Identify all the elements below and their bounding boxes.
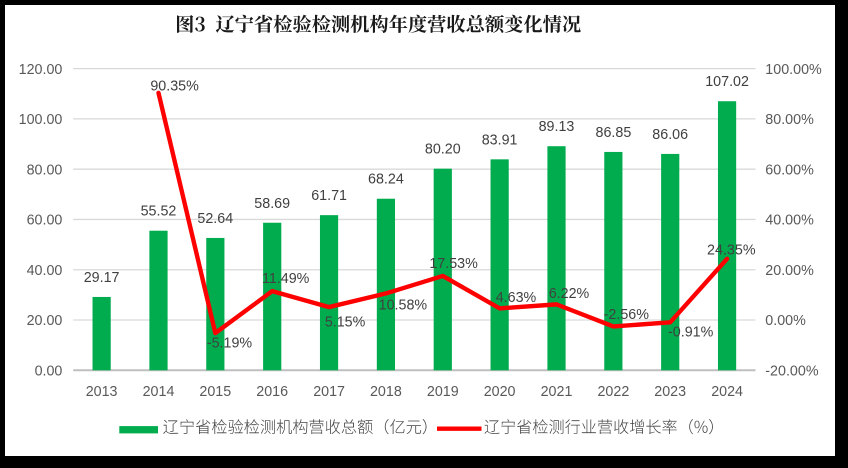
- svg-text:11.49%: 11.49%: [262, 271, 310, 287]
- svg-text:120.00: 120.00: [19, 62, 63, 78]
- svg-text:86.85: 86.85: [596, 125, 632, 141]
- svg-text:55.52: 55.52: [141, 204, 177, 220]
- svg-text:10.58%: 10.58%: [379, 297, 428, 313]
- svg-text:80.00%: 80.00%: [765, 112, 814, 128]
- svg-text:2021: 2021: [541, 384, 573, 400]
- svg-text:90.35%: 90.35%: [150, 79, 199, 95]
- svg-text:83.91: 83.91: [482, 132, 518, 148]
- svg-text:58.69: 58.69: [254, 196, 290, 212]
- svg-text:100.00: 100.00: [19, 112, 63, 128]
- svg-text:2018: 2018: [370, 384, 402, 400]
- svg-text:80.20: 80.20: [425, 142, 461, 158]
- svg-text:2024: 2024: [711, 384, 743, 400]
- svg-text:-0.91%: -0.91%: [668, 325, 714, 341]
- svg-text:20.00: 20.00: [27, 313, 63, 329]
- svg-text:2013: 2013: [86, 384, 118, 400]
- svg-text:0.00%: 0.00%: [765, 313, 806, 329]
- svg-text:40.00%: 40.00%: [765, 213, 814, 229]
- svg-text:0.00: 0.00: [35, 364, 63, 380]
- svg-text:2022: 2022: [597, 384, 629, 400]
- svg-text:40.00: 40.00: [27, 263, 63, 279]
- svg-text:80.00: 80.00: [27, 162, 63, 178]
- svg-text:17.53%: 17.53%: [429, 256, 478, 272]
- svg-text:2015: 2015: [199, 384, 231, 400]
- svg-text:86.06: 86.06: [652, 127, 688, 143]
- svg-text:60.00%: 60.00%: [765, 162, 814, 178]
- svg-text:2023: 2023: [654, 384, 686, 400]
- svg-text:61.71: 61.71: [311, 188, 347, 204]
- svg-text:2020: 2020: [484, 384, 516, 400]
- svg-text:60.00: 60.00: [27, 213, 63, 229]
- svg-text:107.02: 107.02: [705, 74, 749, 90]
- svg-text:2014: 2014: [143, 384, 175, 400]
- svg-text:29.17: 29.17: [84, 270, 120, 286]
- svg-text:20.00%: 20.00%: [765, 263, 814, 279]
- svg-text:100.00%: 100.00%: [765, 62, 822, 78]
- svg-text:24.35%: 24.35%: [707, 242, 756, 258]
- svg-text:2017: 2017: [313, 384, 345, 400]
- svg-text:6.22%: 6.22%: [549, 286, 590, 302]
- svg-text:2016: 2016: [256, 384, 288, 400]
- svg-text:-5.19%: -5.19%: [207, 336, 253, 352]
- svg-text:52.64: 52.64: [197, 211, 233, 227]
- svg-text:89.13: 89.13: [539, 119, 575, 135]
- svg-text:-2.56%: -2.56%: [604, 307, 650, 323]
- svg-text:2019: 2019: [427, 384, 459, 400]
- svg-text:-20.00%: -20.00%: [765, 364, 819, 380]
- svg-text:4.63%: 4.63%: [496, 290, 537, 306]
- svg-text:68.24: 68.24: [368, 172, 404, 188]
- svg-text:5.15%: 5.15%: [325, 314, 366, 330]
